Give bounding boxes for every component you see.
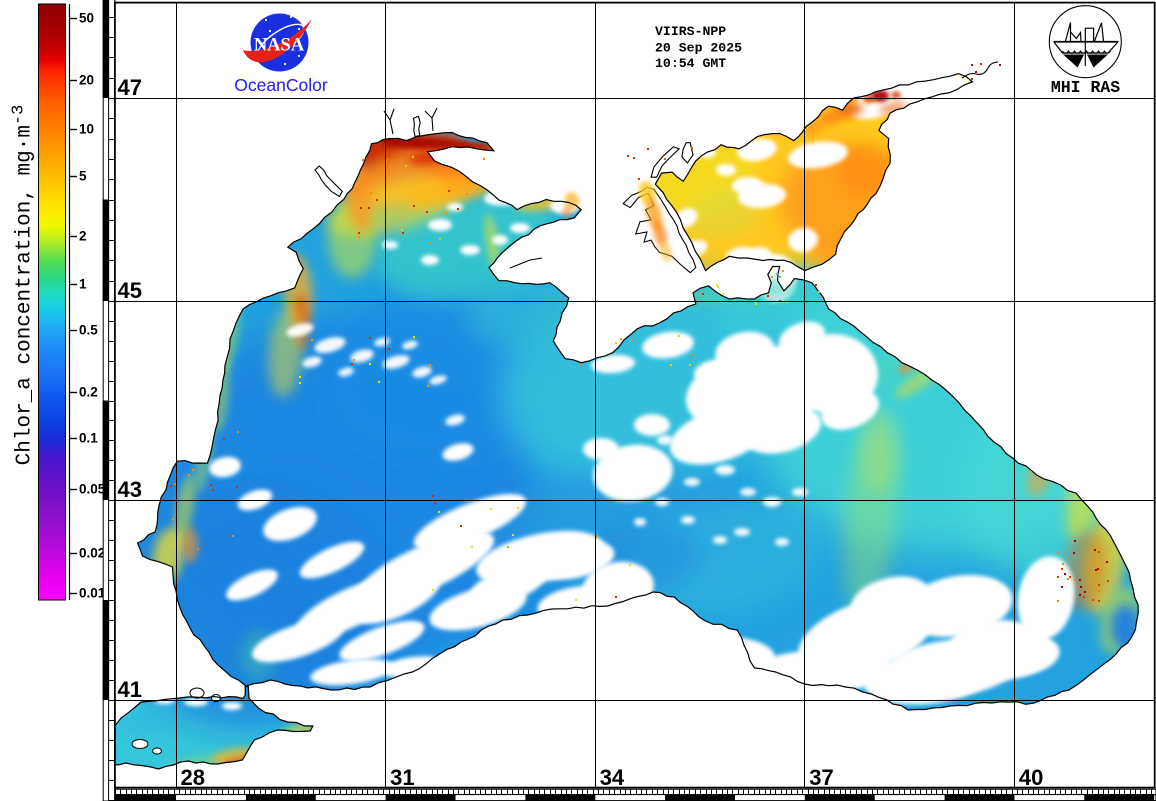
- svg-text:Chlor_a concentration, mg·m-3: Chlor_a concentration, mg·m-3: [10, 105, 37, 466]
- svg-text:41: 41: [118, 677, 142, 702]
- svg-text:MHI RAS: MHI RAS: [1051, 78, 1120, 97]
- svg-text:20 Sep 2025: 20 Sep 2025: [655, 41, 742, 56]
- svg-text:28: 28: [181, 765, 205, 790]
- svg-text:10: 10: [79, 122, 94, 137]
- svg-text:31: 31: [390, 765, 414, 790]
- svg-text:NASA: NASA: [254, 36, 305, 56]
- svg-text:0.1: 0.1: [79, 431, 98, 446]
- svg-text:OceanColor: OceanColor: [234, 75, 328, 95]
- svg-text:20: 20: [79, 73, 94, 88]
- svg-text:2: 2: [79, 229, 87, 244]
- svg-text:0.5: 0.5: [79, 323, 98, 338]
- svg-text:0.01: 0.01: [79, 586, 106, 601]
- svg-text:5: 5: [79, 169, 87, 184]
- svg-text:0.02: 0.02: [79, 546, 105, 561]
- svg-text:43: 43: [118, 477, 142, 502]
- svg-text:10:54 GMT: 10:54 GMT: [655, 56, 726, 71]
- svg-text:0.2: 0.2: [79, 385, 98, 400]
- svg-text:50: 50: [79, 11, 94, 26]
- svg-text:45: 45: [118, 278, 142, 303]
- svg-text:0.05: 0.05: [79, 482, 106, 497]
- svg-text:34: 34: [600, 765, 625, 790]
- svg-text:47: 47: [118, 75, 142, 100]
- svg-text:37: 37: [809, 765, 833, 790]
- svg-text:40: 40: [1019, 765, 1043, 790]
- svg-text:1: 1: [79, 277, 87, 292]
- svg-text:VIIRS-NPP: VIIRS-NPP: [655, 24, 726, 39]
